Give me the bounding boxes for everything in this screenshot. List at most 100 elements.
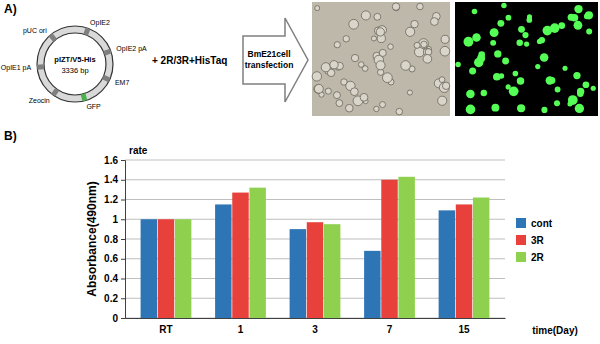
- image-background: [312, 2, 450, 116]
- cell: [540, 53, 549, 62]
- bar: [290, 229, 306, 318]
- legend: cont3R2R: [516, 218, 553, 263]
- tick: 15: [458, 324, 470, 335]
- bar: [324, 224, 340, 318]
- cell: [501, 3, 506, 8]
- figure: A) pIZT/V5-His3336 bpOpIE2OpIE2 pAEM7GFPZ…: [0, 0, 600, 344]
- axis-line: [121, 161, 126, 319]
- cell: [349, 19, 359, 29]
- bar: [364, 251, 380, 318]
- tick-mark: [121, 259, 125, 260]
- cell: [325, 88, 331, 94]
- feature-marker: [83, 94, 85, 101]
- feature-label: OpIE1 pA: [1, 64, 32, 72]
- cell: [315, 6, 320, 11]
- arrow-text-line: BmE21cell: [248, 49, 291, 59]
- cell: [490, 28, 499, 37]
- plasmid-ring-outer: [37, 26, 113, 102]
- plasmid-ring-band: [41, 30, 110, 99]
- axis-line: [126, 318, 506, 319]
- cell: [345, 104, 353, 112]
- legend-swatch: [516, 235, 526, 245]
- cell: [469, 67, 476, 74]
- bar: [439, 210, 455, 318]
- legend-swatch: [516, 252, 526, 262]
- x-axis-title: time(Day): [532, 325, 578, 336]
- tick-label: 7: [387, 324, 393, 335]
- tick-label: 0: [112, 313, 118, 324]
- tick-label: 1.6: [104, 155, 118, 166]
- plasmid-map: pIZT/V5-His3336 bpOpIE2OpIE2 pAEM7GFPZeo…: [1, 19, 147, 110]
- arrow-text: BmE21celltransfection: [245, 49, 294, 70]
- cell: [396, 108, 403, 115]
- tick-label: 0.4: [104, 273, 118, 284]
- cell: [497, 20, 504, 27]
- cell: [314, 84, 323, 93]
- tick-label: RT: [159, 324, 172, 335]
- tick: 1.2: [104, 194, 125, 205]
- image-background: [455, 2, 598, 116]
- cell: [455, 62, 460, 67]
- bar: [215, 204, 231, 318]
- cell: [535, 64, 540, 69]
- feature-label: EM7: [115, 79, 129, 86]
- cell: [441, 35, 449, 43]
- feature-marker: [86, 28, 88, 35]
- cell: [421, 41, 427, 47]
- cell: [574, 5, 582, 13]
- cell: [481, 90, 487, 96]
- tick: 1: [112, 214, 125, 225]
- cell: [563, 66, 568, 71]
- tick-label: 1: [238, 324, 244, 335]
- panel-label: B): [4, 129, 17, 143]
- insert-label: + 2R/3R+HisTaq: [152, 55, 227, 66]
- cell: [440, 46, 450, 56]
- panel-label: A): [4, 2, 17, 16]
- tick-label: 15: [458, 324, 470, 335]
- cell: [527, 14, 532, 19]
- cell: [573, 72, 580, 79]
- tick-label: 0.6: [104, 253, 118, 264]
- tick-mark: [121, 180, 125, 181]
- feature-marker: [103, 77, 109, 80]
- feature-label: OpIE2: [90, 19, 110, 27]
- cell: [466, 90, 475, 99]
- tick: 0.8: [104, 234, 125, 245]
- cell: [555, 87, 561, 93]
- cell: [388, 44, 394, 50]
- cell: [517, 104, 525, 112]
- cell: [474, 58, 483, 67]
- cell: [464, 37, 474, 47]
- legend-swatch: [516, 218, 526, 228]
- cell: [506, 15, 512, 21]
- cell: [537, 39, 542, 44]
- x-axis: RT13715: [126, 319, 506, 336]
- tick: 1: [238, 324, 244, 335]
- transfection-arrow: [243, 18, 308, 102]
- cell: [351, 54, 358, 61]
- bar-series: [175, 177, 490, 318]
- cell: [407, 90, 412, 95]
- cell: [383, 73, 393, 83]
- cell: [439, 77, 445, 83]
- cell: [376, 28, 384, 36]
- cell: [401, 61, 411, 71]
- tick: 0: [112, 313, 125, 324]
- y-unit-label: rate: [129, 145, 148, 156]
- cell: [494, 50, 501, 57]
- cell: [554, 100, 560, 106]
- cell: [380, 102, 386, 108]
- bar: [249, 188, 265, 318]
- cell: [577, 88, 584, 95]
- bar: [456, 204, 472, 318]
- tick: 0.4: [104, 273, 125, 284]
- cell: [499, 73, 505, 79]
- legend-label: 3R: [531, 235, 545, 246]
- tick-label: 0.8: [104, 234, 118, 245]
- plasmid-ring-inner: [44, 33, 106, 95]
- tick: 7: [387, 324, 393, 335]
- cell: [490, 40, 496, 46]
- y-axis-title: Absorbance(490nm): [85, 181, 99, 296]
- feature-marker: [37, 64, 44, 70]
- legend-item: 3R: [516, 235, 545, 246]
